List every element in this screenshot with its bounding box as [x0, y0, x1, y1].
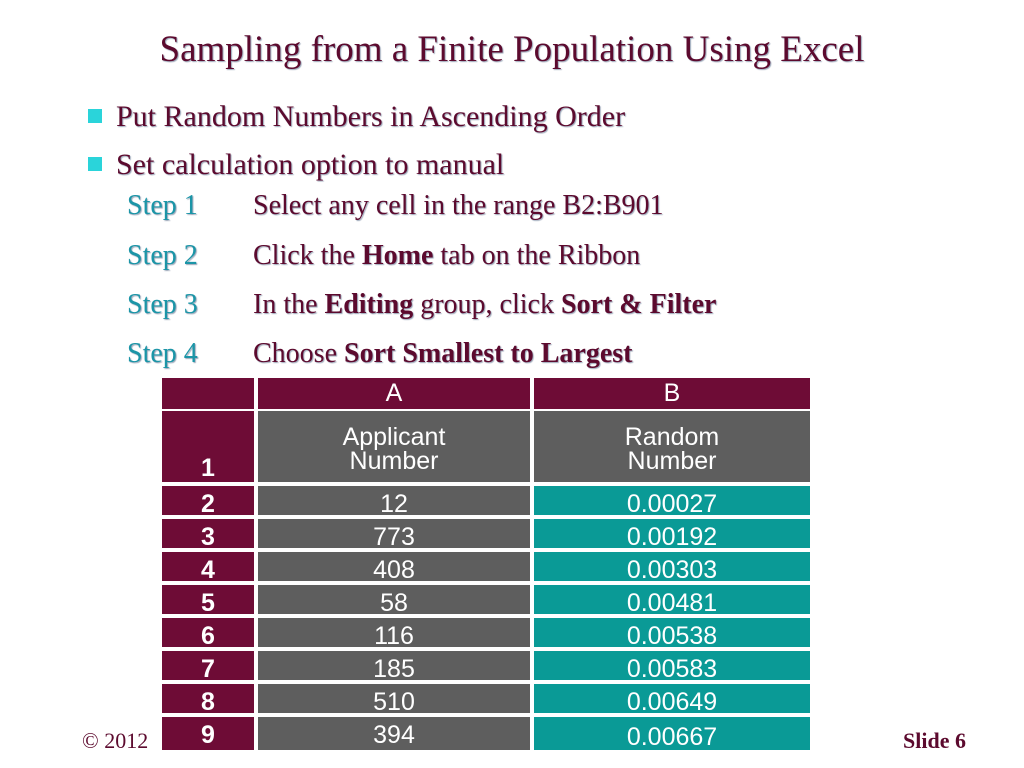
step-text: tab on the Ribbon [433, 240, 641, 271]
cell-b6: 0.00538 [534, 618, 810, 650]
copyright-text: © 2012 [82, 728, 149, 753]
row-header-9: 9 [162, 717, 254, 750]
row-header-2: 2 [162, 486, 254, 518]
column-header-b: B [534, 378, 810, 409]
header-line: Random [624, 423, 720, 451]
step-number: Step 3 [127, 289, 198, 320]
step-text: Choose [253, 338, 344, 369]
square-bullet-icon [88, 109, 102, 124]
step-text: Click the [253, 240, 362, 271]
row-header-1: 1 [162, 411, 254, 482]
cell-a7: 185 [258, 651, 530, 683]
cell-a6: 116 [258, 618, 530, 650]
row-header-5: 5 [162, 585, 254, 617]
cell-b7: 0.00583 [534, 651, 810, 683]
cell-a2: 12 [258, 486, 530, 518]
bullet-item-calculation: Set calculation option to manual [88, 148, 504, 182]
cell-b9: 0.00667 [534, 717, 810, 751]
cell-a8: 510 [258, 684, 530, 716]
cell-b4: 0.00303 [534, 552, 810, 584]
step-text: In the [253, 289, 325, 320]
cell-b5: 0.00481 [534, 585, 810, 617]
row-header-6: 6 [162, 618, 254, 650]
square-bullet-icon [88, 157, 102, 172]
slide-title: Sampling from a Finite Population Using … [159, 29, 865, 70]
cell-a5: 58 [258, 585, 530, 617]
step-emphasis: Home [361, 240, 434, 271]
header-line: Number [627, 447, 717, 475]
step-2: Step 2 Click the Home tab on the Ribbon [127, 240, 640, 272]
step-emphasis: Sort Smallest to Largest [344, 338, 633, 369]
step-text: group, click [413, 289, 561, 320]
bullet-text: Set calculation option to manual [116, 148, 505, 181]
spreadsheet-excerpt: A B 1 Applicant Number Random Number 2 1… [162, 378, 812, 751]
row-header-8: 8 [162, 684, 254, 716]
step-3: Step 3 In the Editing group, click Sort &… [127, 289, 716, 321]
column-header-a: A [258, 378, 530, 409]
header-line: Applicant [342, 423, 446, 451]
row-header-4: 4 [162, 552, 254, 584]
cell-a9: 394 [258, 717, 530, 750]
header-cell-b1: Random Number [534, 411, 810, 482]
slide-number: Slide 6 [903, 728, 966, 753]
step-number: Step 4 [127, 338, 198, 369]
cell-b2: 0.00027 [534, 486, 810, 518]
bullet-item-sort: Put Random Numbers in Ascending Order [88, 100, 625, 134]
step-4: Step 4 Choose Sort Smallest to Largest [127, 338, 633, 370]
header-cell-a1: Applicant Number [258, 411, 530, 482]
row-header-7: 7 [162, 651, 254, 683]
cell-b3: 0.00192 [534, 519, 810, 551]
header-line: Number [349, 447, 439, 475]
step-1: Step 1 Select any cell in the range B2:B9… [127, 190, 664, 222]
step-number: Step 2 [127, 240, 198, 271]
bullet-text: Put Random Numbers in Ascending Order [116, 100, 626, 133]
row-number: 1 [201, 454, 215, 482]
cell-b8: 0.00649 [534, 684, 810, 716]
step-emphasis: Sort & Filter [560, 289, 717, 320]
corner-cell [162, 378, 254, 409]
row-header-3: 3 [162, 519, 254, 551]
step-number: Step 1 [127, 190, 198, 221]
step-emphasis: Editing [324, 289, 414, 320]
cell-a3: 773 [258, 519, 530, 551]
step-text: Select any cell in the range B2:B901 [253, 190, 664, 221]
cell-a4: 408 [258, 552, 530, 584]
